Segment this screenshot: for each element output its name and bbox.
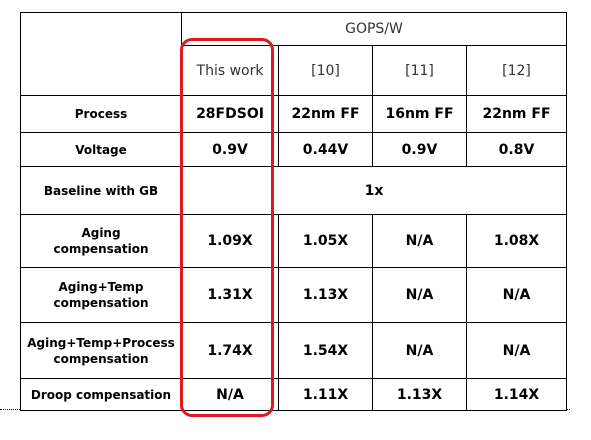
text: 1.13X	[396, 386, 443, 403]
text: 1.13X	[302, 287, 349, 303]
text: GOPS/W	[345, 21, 403, 37]
text: 22nm FF	[291, 106, 360, 122]
text: 0.44V	[302, 141, 349, 158]
text: 1.05X	[302, 233, 349, 249]
text: N/A	[216, 386, 244, 403]
row-label: Aging+Temp compensation	[20, 267, 182, 323]
value-cell: 0.8V	[466, 132, 567, 167]
value-cell: 0.9V	[372, 132, 467, 167]
column-header: [12]	[466, 45, 567, 96]
highlight-box	[180, 38, 274, 417]
corner-cell	[20, 12, 182, 96]
text: compensation	[53, 351, 149, 366]
text: 1.14X	[493, 386, 540, 403]
row-label: Aging+Temp+Process compensation	[20, 322, 182, 379]
text: N/A	[502, 287, 531, 303]
dotted-line	[566, 409, 570, 410]
text: 1x	[364, 182, 384, 199]
text: [11]	[405, 62, 434, 79]
text: 1.31X	[207, 287, 253, 303]
row-label: Aging compensation	[20, 214, 182, 268]
value-cell: 16nm FF	[372, 95, 467, 133]
row-label: Voltage	[20, 132, 182, 167]
text: 1.54X	[302, 342, 349, 359]
row-label: Baseline with GB	[20, 166, 182, 215]
row-label: Droop compensation	[20, 378, 182, 411]
text: 22nm FF	[482, 106, 551, 122]
value-cell: N/A	[372, 267, 467, 323]
text: Aging	[81, 226, 121, 240]
text: Aging+Temp	[58, 280, 144, 294]
text: 1.11X	[302, 386, 349, 403]
value-cell: 1.08X	[466, 214, 567, 268]
value-cell: 0.44V	[278, 132, 373, 167]
text: N/A	[405, 287, 434, 303]
text: 28FDSOI	[196, 106, 264, 122]
value-cell: 1.11X	[278, 378, 373, 411]
value-cell: 1.14X	[466, 378, 567, 411]
value-cell: 1.13X	[278, 267, 373, 323]
value-cell: N/A	[466, 267, 567, 323]
text: Baseline with GB	[43, 183, 159, 198]
value-cell: 1.13X	[372, 378, 467, 411]
row-label: Process	[20, 95, 182, 133]
text: This work	[196, 62, 264, 79]
text: [10]	[311, 62, 340, 79]
column-header: [10]	[278, 45, 373, 96]
text: 0.9V	[212, 141, 248, 158]
text: Process	[74, 107, 128, 121]
text: 1.09X	[207, 233, 253, 249]
dotted-line	[0, 409, 20, 410]
text: compensation	[53, 242, 149, 256]
value-cell: N/A	[466, 322, 567, 379]
value-cell: 1.54X	[278, 322, 373, 379]
column-header: [11]	[372, 45, 467, 96]
value-cell: 22nm FF	[466, 95, 567, 133]
text: N/A	[405, 233, 434, 249]
text: Aging+Temp+Process	[27, 335, 175, 350]
value-cell: N/A	[372, 214, 467, 268]
value-cell: N/A	[372, 322, 467, 379]
text: 0.8V	[498, 141, 535, 158]
text: [12]	[502, 62, 531, 79]
value-cell: 1.05X	[278, 214, 373, 268]
text: Voltage	[75, 142, 127, 157]
value-cell: 22nm FF	[278, 95, 373, 133]
text: 0.9V	[401, 141, 438, 158]
text: 1.74X	[207, 342, 253, 359]
text: compensation	[53, 296, 149, 310]
text: 1.08X	[493, 233, 540, 249]
text: N/A	[502, 342, 531, 359]
text: Droop compensation	[30, 387, 172, 402]
text: N/A	[405, 342, 434, 359]
text: 16nm FF	[385, 106, 454, 122]
